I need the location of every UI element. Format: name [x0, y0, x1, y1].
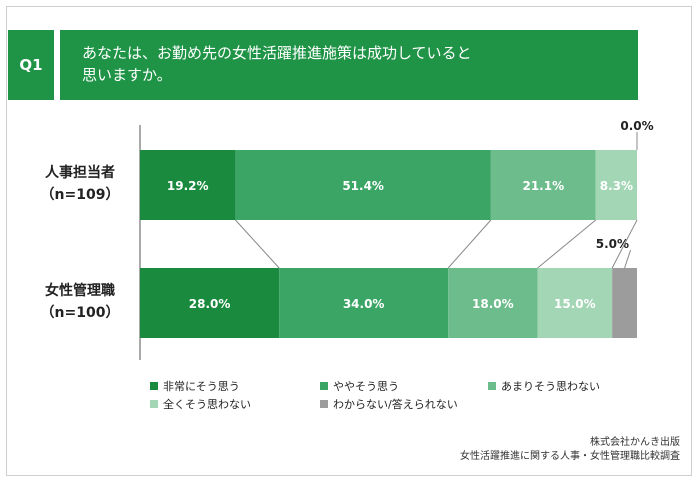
question-title-box: あなたは、お勤め先の女性活躍推進施策は成功していると 思いますか。: [60, 30, 638, 100]
connector-line-1: [235, 219, 280, 269]
source-line1: 株式会社かんき出版: [590, 437, 680, 448]
bar-segment-0-0: [140, 150, 236, 220]
legend-label: 全くそう思わない: [163, 398, 251, 411]
connector-line-3: [537, 219, 597, 269]
data-label-0-3: 8.3%: [600, 179, 633, 193]
data-label-1-3: 15.0%: [554, 297, 596, 311]
data-label-0-1: 51.4%: [342, 179, 384, 193]
data-label-0-0: 19.2%: [167, 179, 209, 193]
connector-line-2: [447, 219, 492, 269]
legend-label: ややそう思う: [333, 380, 399, 393]
data-label-0-4: 0.0%: [620, 119, 653, 133]
data-label-0-2: 21.1%: [522, 179, 564, 193]
source-line2: 女性活躍推進に関する人事・女性管理職比較調査: [460, 451, 680, 462]
bar-segment-1-4: [612, 268, 637, 338]
legend-item-dont-know: わからない/答えられない: [320, 396, 458, 412]
data-label-1-0: 28.0%: [189, 297, 231, 311]
bar-segment-0-2: [490, 150, 596, 220]
bar-segment-0-1: [235, 150, 491, 220]
legend-swatch: [150, 400, 158, 408]
bar-segment-1-3: [537, 268, 613, 338]
row-label-women-managers-title: 女性管理職: [45, 283, 115, 299]
bar-segment-1-1: [279, 268, 449, 338]
row-label-hr: 人事担当者 （n=109）: [30, 162, 130, 206]
connector-line-4: [611, 219, 638, 269]
chart-legend: 非常にそう思う ややそう思う あまりそう思わない 全くそう思わない わからない/…: [150, 378, 600, 414]
legend-label: 非常にそう思う: [163, 380, 240, 393]
legend-swatch: [488, 382, 496, 390]
legend-item-somewhat-disagree: あまりそう思わない: [488, 378, 600, 394]
source-note: 株式会社かんき出版 女性活躍推進に関する人事・女性管理職比較調査: [460, 436, 680, 464]
question-number: Q1: [19, 56, 43, 74]
bar-segment-0-3: [595, 150, 637, 220]
legend-swatch: [320, 382, 328, 390]
legend-item-somewhat-agree: ややそう思う: [320, 378, 399, 394]
bar-segment-1-0: [140, 268, 280, 338]
data-label-1-1: 34.0%: [343, 297, 385, 311]
legend-label: あまりそう思わない: [501, 380, 600, 393]
question-title-line1: あなたは、お勤め先の女性活躍推進施策は成功していると: [82, 44, 472, 62]
legend-swatch: [320, 400, 328, 408]
data-label-1-4: 5.0%: [596, 237, 629, 251]
row-label-women-managers-n: （n=100）: [40, 305, 120, 321]
row-label-women-managers: 女性管理職 （n=100）: [30, 280, 130, 324]
row-label-hr-n: （n=109）: [40, 187, 120, 203]
leader-line-1: [624, 249, 632, 269]
row-label-hr-title: 人事担当者: [45, 165, 115, 181]
legend-label: わからない/答えられない: [333, 398, 458, 411]
legend-item-strongly-agree: 非常にそう思う: [150, 378, 240, 394]
question-number-badge: Q1: [8, 30, 54, 100]
bar-segment-1-2: [448, 268, 538, 338]
question-title-line2: 思いますか。: [82, 66, 172, 84]
legend-swatch: [150, 382, 158, 390]
data-label-1-2: 18.0%: [472, 297, 514, 311]
legend-item-strongly-disagree: 全くそう思わない: [150, 396, 251, 412]
